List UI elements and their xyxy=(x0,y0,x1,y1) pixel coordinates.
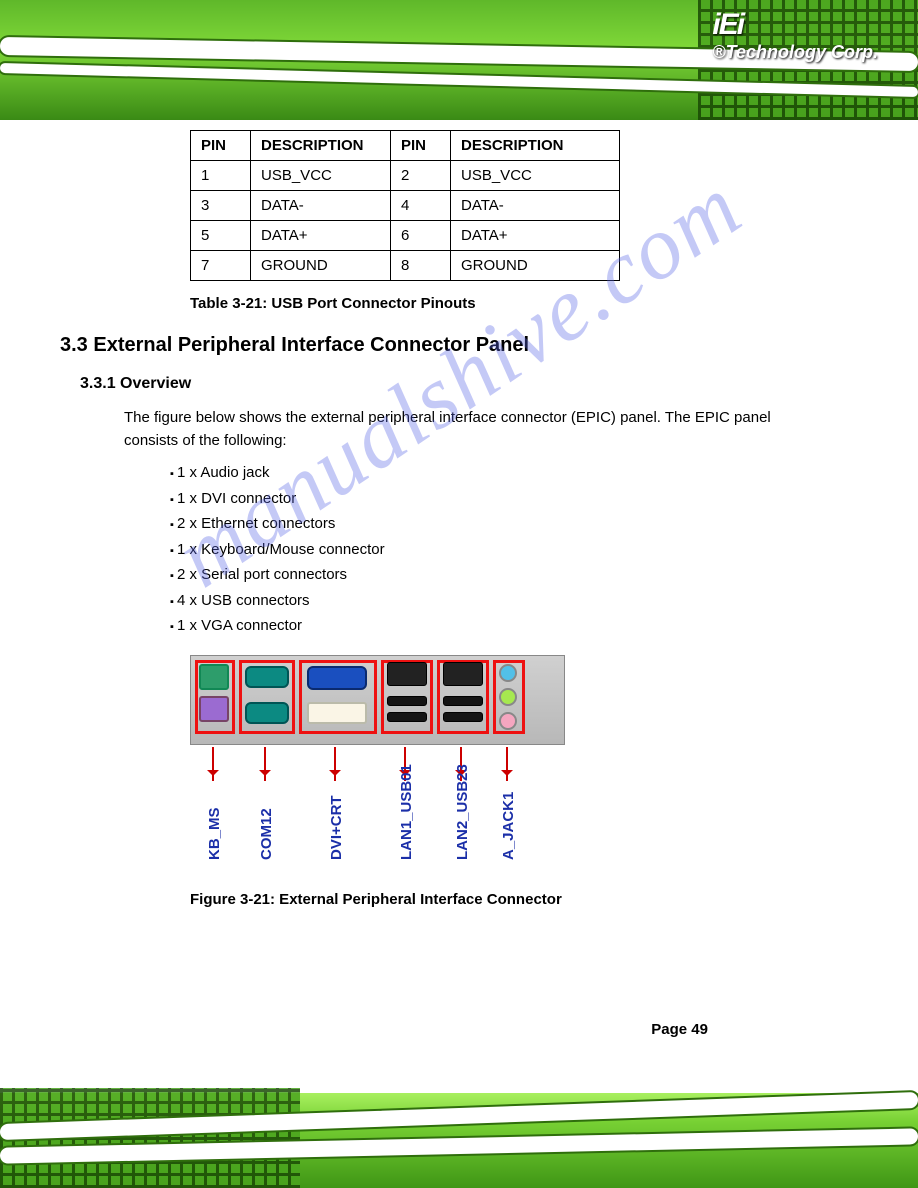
list-item: 1 x DVI connector xyxy=(170,486,858,512)
logo-mark: iEi xyxy=(712,8,743,41)
callout-arrow-icon xyxy=(264,747,266,781)
vga-port-icon xyxy=(307,666,367,690)
header-banner: iEi ®Technology Corp. xyxy=(0,0,918,120)
cell: DATA+ xyxy=(251,221,391,251)
usb-port-icon xyxy=(387,696,427,706)
list-item: 1 x Keyboard/Mouse connector xyxy=(170,537,858,563)
line-in-jack-icon xyxy=(499,664,517,682)
col-pin: PIN xyxy=(391,131,451,161)
cell: 6 xyxy=(391,221,451,251)
figure-caption: Figure 3-21: External Peripheral Interfa… xyxy=(190,891,858,908)
subsection-heading: 3.3.1 Overview xyxy=(80,375,858,393)
list-item: 2 x Ethernet connectors xyxy=(170,511,858,537)
usb-port-icon xyxy=(443,696,483,706)
logo-tagline: ®Technology Corp. xyxy=(712,42,878,62)
col-desc: DESCRIPTION xyxy=(251,131,391,161)
cell: GROUND xyxy=(451,251,620,281)
feature-list: 1 x Audio jack 1 x DVI connector 2 x Eth… xyxy=(170,460,858,639)
io-panel-backplate xyxy=(190,655,565,745)
usb-port-icon xyxy=(387,712,427,722)
dvi-port-icon xyxy=(307,702,367,724)
figure-label: COM12 xyxy=(258,808,275,860)
serial-port-icon xyxy=(245,666,289,688)
cell: 5 xyxy=(191,221,251,251)
cell: 8 xyxy=(391,251,451,281)
io-panel-figure: KB_MS COM12 DVI+CRT LAN1_USB01 LAN2_USB2… xyxy=(190,655,750,885)
cell: DATA- xyxy=(451,191,620,221)
cell: DATA+ xyxy=(451,221,620,251)
table-row: 1 USB_VCC 2 USB_VCC xyxy=(191,161,620,191)
col-pin: PIN xyxy=(191,131,251,161)
brand-logo: iEi ®Technology Corp. xyxy=(712,8,878,63)
pinout-table: PIN DESCRIPTION PIN DESCRIPTION 1 USB_VC… xyxy=(190,130,620,281)
figure-label: A_JACK1 xyxy=(500,791,517,859)
serial-port-icon xyxy=(245,702,289,724)
table-row: 3 DATA- 4 DATA- xyxy=(191,191,620,221)
list-item: 4 x USB connectors xyxy=(170,588,858,614)
ethernet-port-icon xyxy=(443,662,483,686)
callout-arrow-icon xyxy=(506,747,508,781)
table-caption: Table 3-21: USB Port Connector Pinouts xyxy=(190,295,858,312)
list-item: 1 x VGA connector xyxy=(170,613,858,639)
table-row: 5 DATA+ 6 DATA+ xyxy=(191,221,620,251)
figure-label: DVI+CRT xyxy=(328,795,345,860)
list-item: 1 x Audio jack xyxy=(170,460,858,486)
section-heading: 3.3 External Peripheral Interface Connec… xyxy=(60,334,858,357)
usb-port-icon xyxy=(443,712,483,722)
cell: USB_VCC xyxy=(451,161,620,191)
ps2-keyboard-port-icon xyxy=(199,696,229,722)
table-row: 7 GROUND 8 GROUND xyxy=(191,251,620,281)
page-number: Page 49 xyxy=(651,1021,708,1038)
cell: DATA- xyxy=(251,191,391,221)
callout-arrow-icon xyxy=(334,747,336,781)
col-desc: DESCRIPTION xyxy=(451,131,620,161)
cell: 1 xyxy=(191,161,251,191)
figure-label: LAN1_USB01 xyxy=(398,764,415,860)
figure-label: KB_MS xyxy=(206,807,223,860)
ethernet-port-icon xyxy=(387,662,427,686)
cell: USB_VCC xyxy=(251,161,391,191)
paragraph: The figure below shows the external peri… xyxy=(124,407,824,452)
figure-label: LAN2_USB23 xyxy=(454,764,471,860)
cell: 2 xyxy=(391,161,451,191)
ps2-mouse-port-icon xyxy=(199,664,229,690)
cell: 4 xyxy=(391,191,451,221)
table-header-row: PIN DESCRIPTION PIN DESCRIPTION xyxy=(191,131,620,161)
line-out-jack-icon xyxy=(499,688,517,706)
mic-jack-icon xyxy=(499,712,517,730)
list-item: 2 x Serial port connectors xyxy=(170,562,858,588)
cell: 7 xyxy=(191,251,251,281)
cell: GROUND xyxy=(251,251,391,281)
cell: 3 xyxy=(191,191,251,221)
callout-arrow-icon xyxy=(212,747,214,781)
footer-banner xyxy=(0,1053,918,1188)
